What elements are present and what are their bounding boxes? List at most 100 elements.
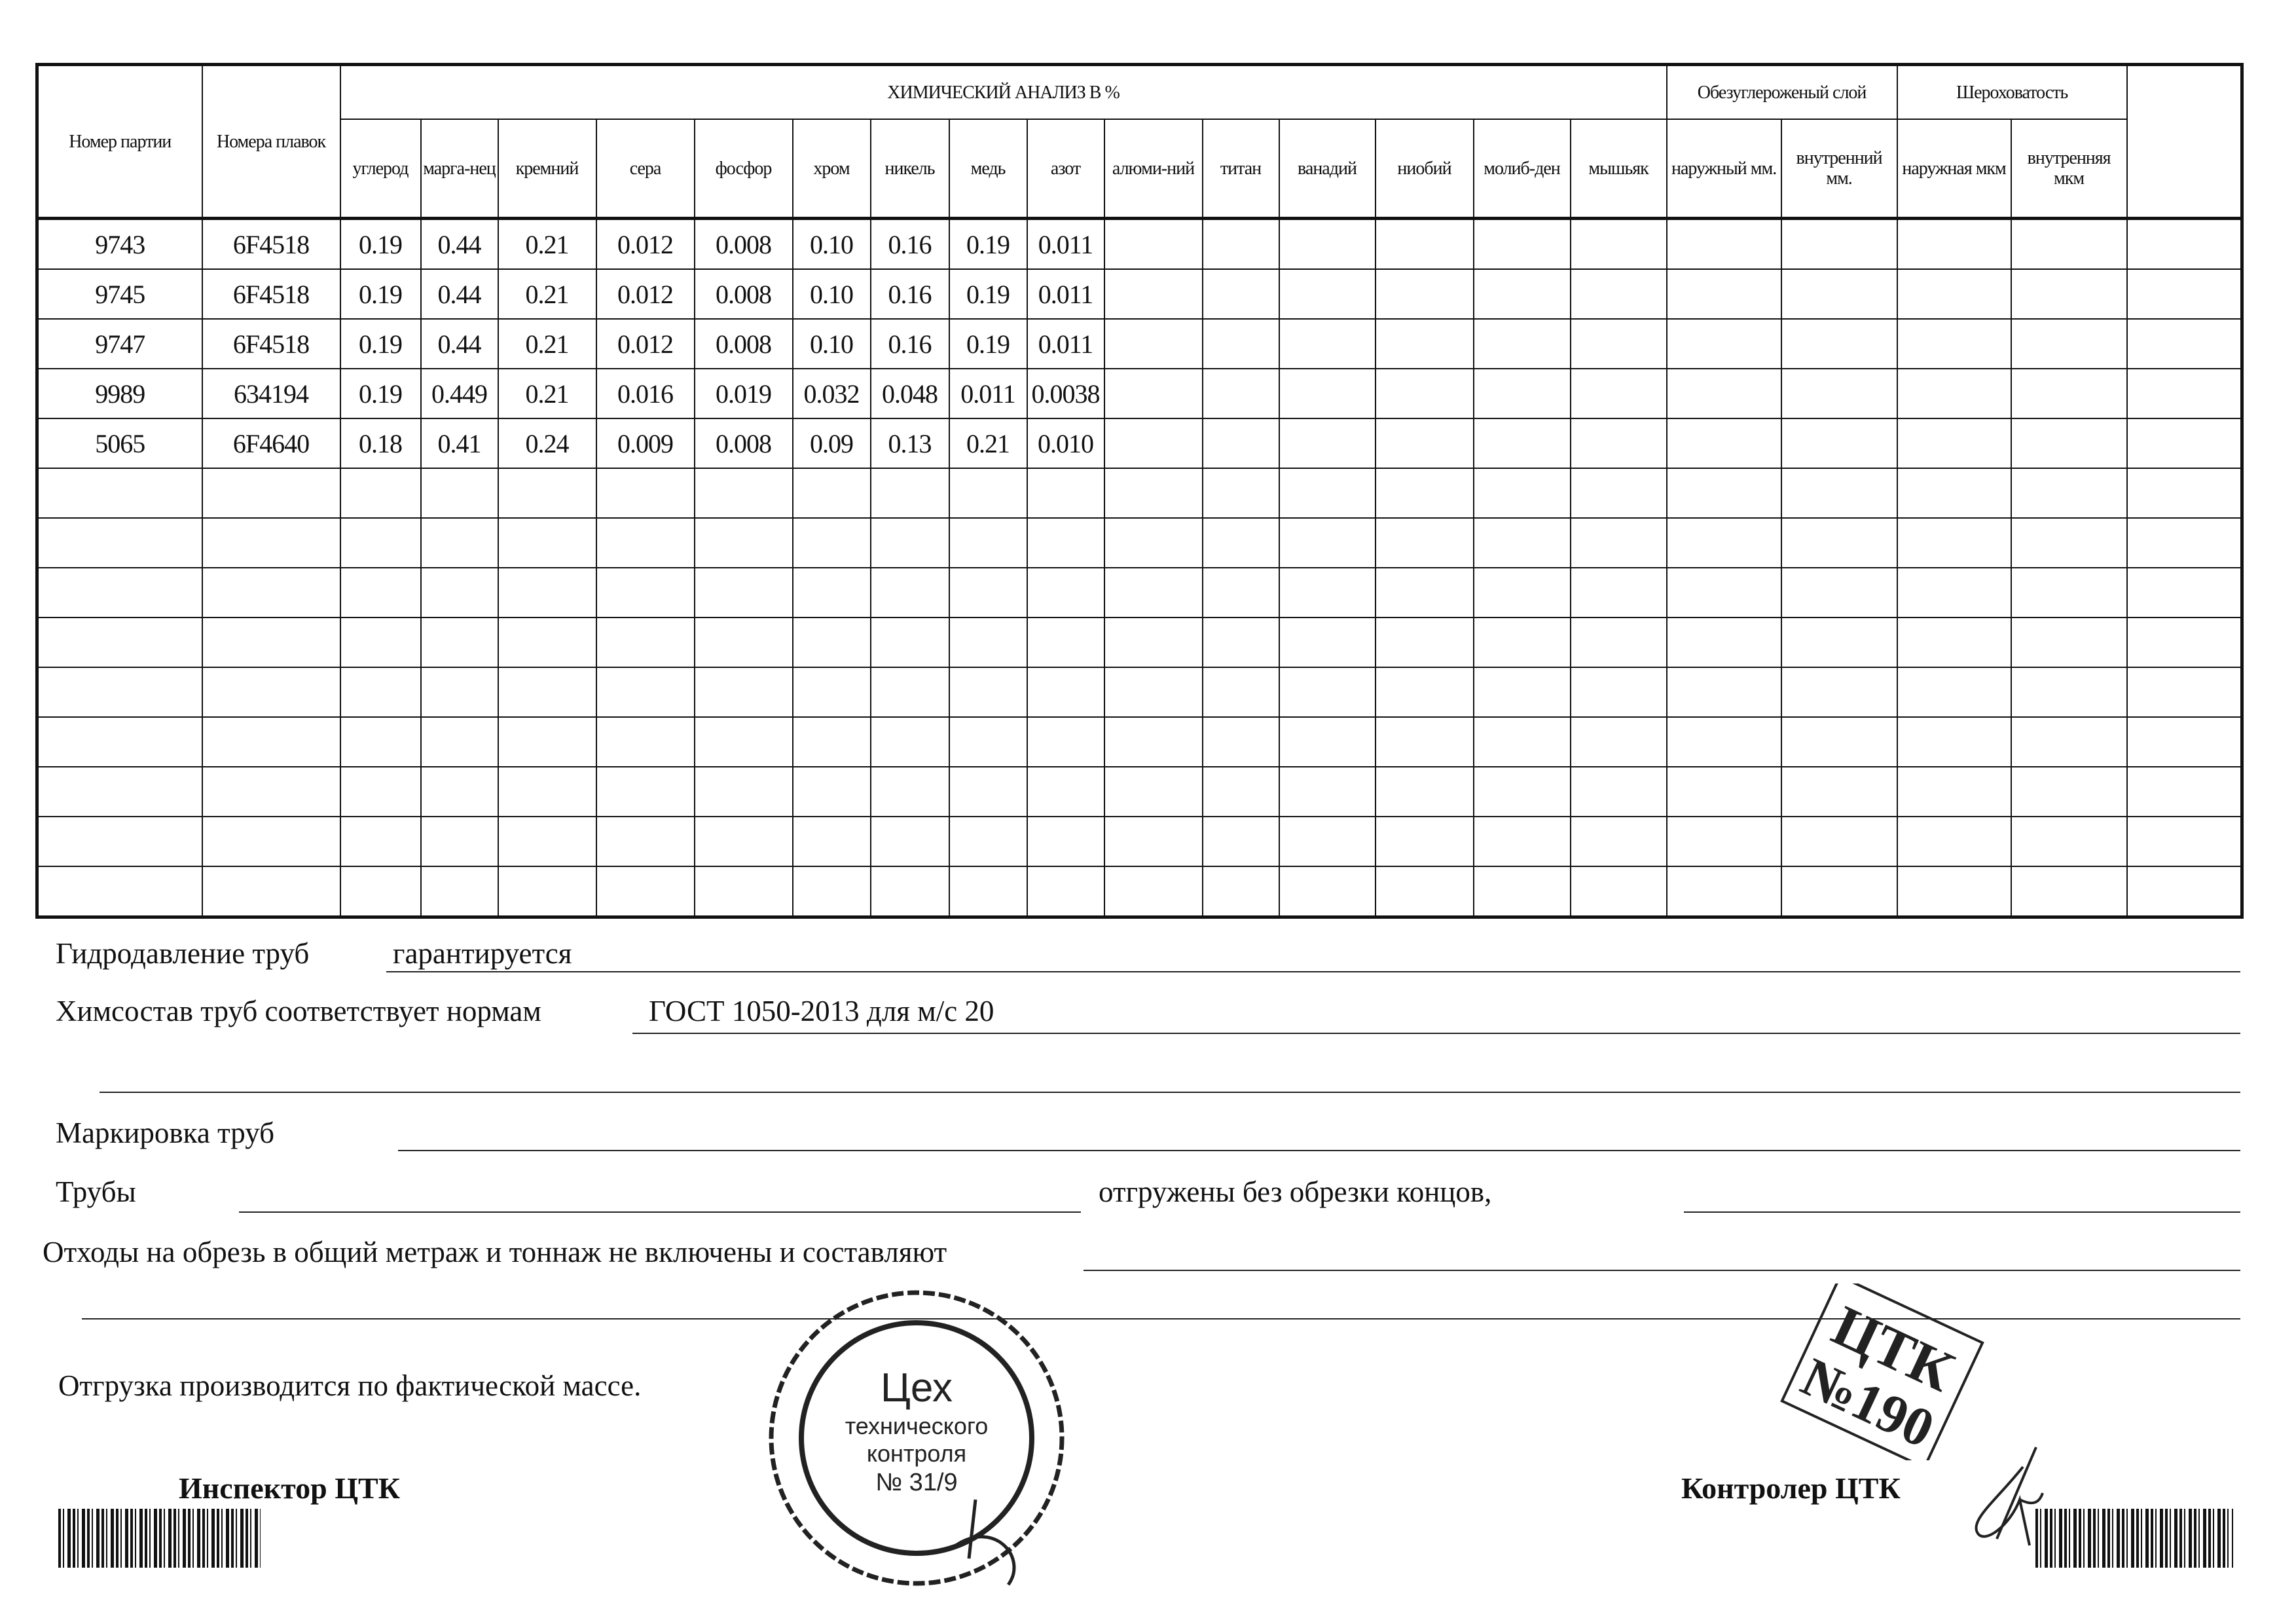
table-cell[interactable]	[595, 468, 695, 519]
table-cell[interactable]: 0.449	[420, 368, 499, 419]
table-cell[interactable]: 0.19	[339, 217, 422, 270]
table-cell[interactable]	[1569, 318, 1667, 369]
table-cell[interactable]	[2126, 418, 2243, 469]
table-cell[interactable]	[1896, 766, 2012, 817]
table-cell[interactable]	[36, 517, 203, 568]
table-cell[interactable]: 0.008	[693, 418, 793, 469]
pipes-underline-2[interactable]	[1684, 1211, 2240, 1213]
table-cell[interactable]	[339, 667, 422, 718]
table-cell[interactable]	[693, 716, 793, 767]
table-cell[interactable]	[595, 816, 695, 867]
table-cell[interactable]	[1472, 567, 1571, 618]
chem-value[interactable]: ГОСТ 1050-2013 для м/с 20	[649, 995, 994, 1027]
table-cell[interactable]	[693, 816, 793, 867]
table-cell[interactable]	[36, 716, 203, 767]
table-cell[interactable]	[1780, 567, 1898, 618]
table-cell[interactable]	[1472, 268, 1571, 320]
table-cell[interactable]	[1472, 418, 1571, 469]
table-cell[interactable]	[420, 567, 499, 618]
table-cell[interactable]	[1278, 567, 1376, 618]
table-cell[interactable]	[792, 816, 871, 867]
table-cell[interactable]: 0.011	[1026, 318, 1105, 369]
table-cell[interactable]	[948, 468, 1028, 519]
table-cell[interactable]	[1278, 368, 1376, 419]
table-cell[interactable]: 0.19	[948, 318, 1028, 369]
table-cell[interactable]	[201, 716, 341, 767]
table-cell[interactable]	[1026, 866, 1105, 918]
table-cell[interactable]	[36, 617, 203, 668]
table-cell[interactable]	[420, 716, 499, 767]
table-cell[interactable]	[201, 517, 341, 568]
table-cell[interactable]	[869, 468, 950, 519]
table-cell[interactable]	[1201, 617, 1280, 668]
table-cell[interactable]	[1026, 716, 1105, 767]
table-cell[interactable]	[1103, 268, 1203, 320]
table-cell[interactable]	[1374, 667, 1474, 718]
table-cell[interactable]	[948, 766, 1028, 817]
table-cell[interactable]	[339, 866, 422, 918]
table-cell[interactable]	[792, 567, 871, 618]
table-cell[interactable]	[1780, 866, 1898, 918]
table-cell[interactable]	[1472, 468, 1571, 519]
table-cell[interactable]	[1278, 667, 1376, 718]
table-cell[interactable]	[1374, 268, 1474, 320]
table-cell[interactable]	[1569, 716, 1667, 767]
table-cell[interactable]	[2010, 418, 2128, 469]
table-cell[interactable]	[1374, 716, 1474, 767]
table-cell[interactable]	[2126, 766, 2243, 817]
table-cell[interactable]: 9747	[36, 318, 203, 369]
table-cell[interactable]	[1780, 468, 1898, 519]
table-cell[interactable]	[2126, 517, 2243, 568]
table-cell[interactable]: 6F4518	[201, 268, 341, 320]
table-cell[interactable]: 0.011	[1026, 217, 1105, 270]
table-cell[interactable]: 9743	[36, 217, 203, 270]
table-cell[interactable]	[497, 816, 597, 867]
table-cell[interactable]	[1569, 217, 1667, 270]
table-cell[interactable]: 0.19	[339, 268, 422, 320]
table-cell[interactable]	[1026, 617, 1105, 668]
table-cell[interactable]	[1201, 816, 1280, 867]
table-cell[interactable]: 0.008	[693, 318, 793, 369]
table-cell[interactable]	[792, 667, 871, 718]
table-cell[interactable]	[1201, 318, 1280, 369]
table-cell[interactable]	[497, 517, 597, 568]
table-cell[interactable]	[1780, 617, 1898, 668]
table-cell[interactable]	[1666, 368, 1782, 419]
table-cell[interactable]	[792, 716, 871, 767]
table-cell[interactable]	[420, 667, 499, 718]
table-cell[interactable]	[1666, 217, 1782, 270]
table-cell[interactable]	[1472, 716, 1571, 767]
table-cell[interactable]	[1201, 766, 1280, 817]
table-cell[interactable]: 9989	[36, 368, 203, 419]
table-cell[interactable]	[1103, 368, 1203, 419]
table-cell[interactable]	[693, 567, 793, 618]
table-cell[interactable]	[497, 716, 597, 767]
table-cell[interactable]	[1780, 716, 1898, 767]
table-cell[interactable]	[36, 468, 203, 519]
table-cell[interactable]	[1026, 766, 1105, 817]
table-cell[interactable]	[1666, 268, 1782, 320]
table-cell[interactable]	[1780, 368, 1898, 419]
table-cell[interactable]	[420, 617, 499, 668]
table-cell[interactable]	[1896, 567, 2012, 618]
table-cell[interactable]: 6F4518	[201, 318, 341, 369]
table-cell[interactable]	[1026, 667, 1105, 718]
table-cell[interactable]	[1666, 468, 1782, 519]
table-cell[interactable]: 0.012	[595, 318, 695, 369]
table-cell[interactable]	[1569, 517, 1667, 568]
table-cell[interactable]: 6F4518	[201, 217, 341, 270]
table-cell[interactable]	[1103, 517, 1203, 568]
waste-underline-2[interactable]	[82, 1318, 2240, 1320]
table-cell[interactable]	[1896, 468, 2012, 519]
table-cell[interactable]	[2010, 716, 2128, 767]
table-cell[interactable]	[420, 517, 499, 568]
table-cell[interactable]	[201, 617, 341, 668]
table-cell[interactable]: 0.10	[792, 318, 871, 369]
table-cell[interactable]	[497, 617, 597, 668]
table-cell[interactable]	[1896, 368, 2012, 419]
table-cell[interactable]	[1896, 617, 2012, 668]
table-cell[interactable]	[2010, 468, 2128, 519]
table-cell[interactable]	[1569, 368, 1667, 419]
table-cell[interactable]	[1896, 217, 2012, 270]
table-cell[interactable]	[497, 866, 597, 918]
